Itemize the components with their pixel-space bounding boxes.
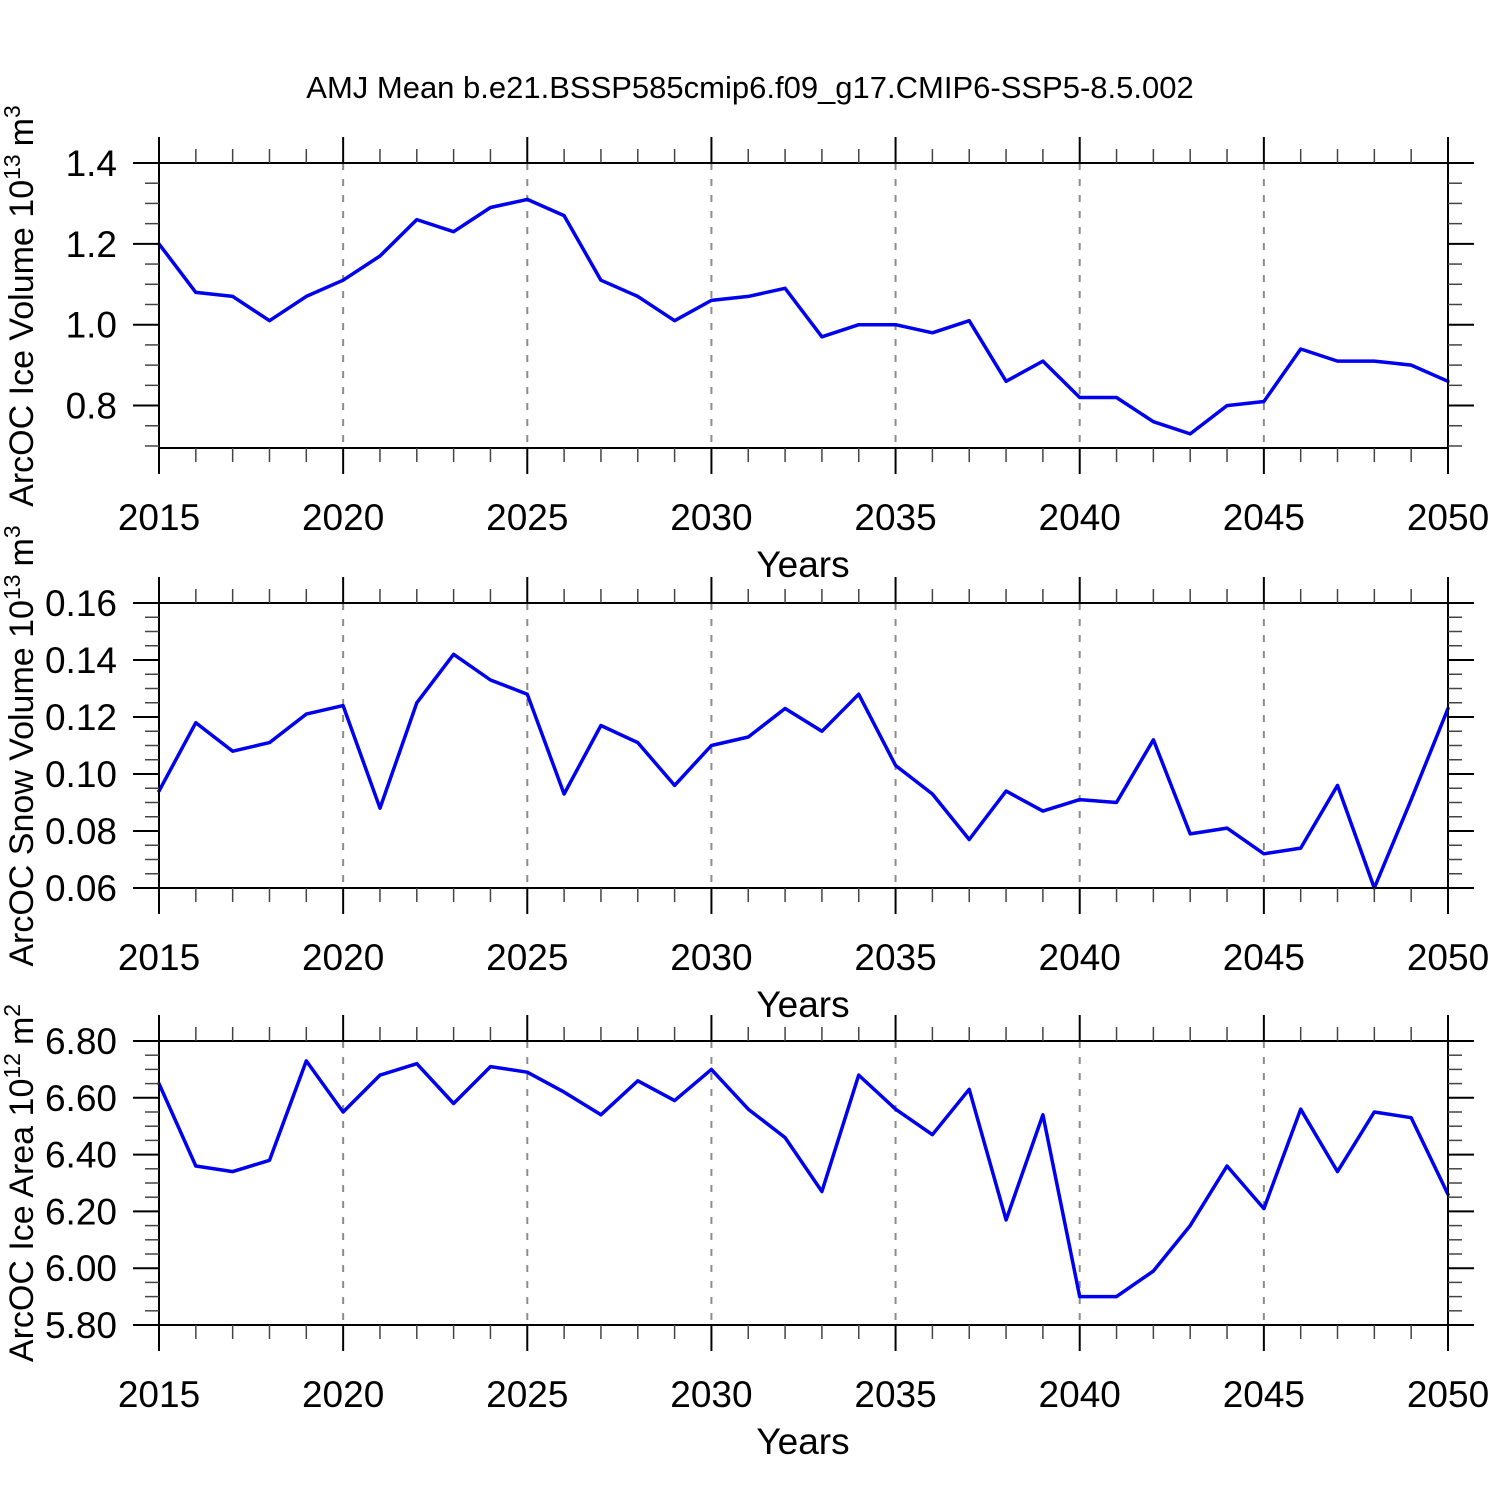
y-tick-label: 0.16: [45, 583, 117, 624]
y-tick-label: 1.2: [66, 224, 117, 265]
y-tick-label: 1.4: [66, 143, 117, 184]
x-tick-label: 2030: [670, 1374, 752, 1415]
x-axis-title: Years: [756, 1421, 849, 1462]
x-tick-label: 2025: [486, 497, 568, 538]
x-tick-label: 2020: [302, 937, 384, 978]
x-tick-label: 2030: [670, 937, 752, 978]
y-tick-label: 6.00: [45, 1248, 117, 1289]
x-tick-label: 2020: [302, 1374, 384, 1415]
y-axis-title: ArcOC Snow Volume 1013m3: [0, 525, 41, 966]
x-tick-label: 2040: [1039, 937, 1121, 978]
x-tick-label: 2020: [302, 497, 384, 538]
y-tick-label: 6.80: [45, 1021, 117, 1062]
y-tick-label: 6.20: [45, 1191, 117, 1232]
x-tick-label: 2050: [1407, 497, 1489, 538]
x-tick-label: 2035: [854, 497, 936, 538]
snow-volume-panel: ArcOC Snow Volume 1013m3 Years 0.06 0.08 0…: [0, 525, 1489, 1025]
y-tick-label: 1.0: [66, 305, 117, 346]
y-tick-label: 5.80: [45, 1305, 117, 1346]
plot-frame: [158, 1040, 1449, 1326]
x-tick-label: 2040: [1039, 497, 1121, 538]
x-axis-title: Years: [756, 984, 849, 1025]
y-tick-label: 0.10: [45, 754, 117, 795]
y-tick-label: 0.06: [45, 868, 117, 909]
x-tick-label: 2015: [118, 497, 200, 538]
ice-area-line: [157, 1059, 1450, 1299]
x-tick-label: 2050: [1407, 937, 1489, 978]
x-tick-label: 2015: [118, 937, 200, 978]
y-axis-title: ArcOC Ice Volume 1013m3: [0, 105, 41, 507]
y-tick-label: 0.12: [45, 697, 117, 738]
x-tick-label: 2045: [1223, 497, 1305, 538]
y-tick-label: 6.40: [45, 1135, 117, 1176]
plot-frame: [158, 162, 1449, 449]
x-tick-label: 2050: [1407, 1374, 1489, 1415]
x-tick-label: 2035: [854, 1374, 936, 1415]
snow-volume-line: [157, 652, 1450, 890]
x-axis-title: Years: [756, 544, 849, 585]
x-tick-label: 2035: [854, 937, 936, 978]
x-tick-label: 2045: [1223, 1374, 1305, 1415]
chart-title: AMJ Mean b.e21.BSSP585cmip6.f09_g17.CMIP…: [306, 70, 1194, 105]
x-tick-label: 2025: [486, 937, 568, 978]
y-axis-title: ArcOC Ice Area 1012m2: [0, 1004, 41, 1362]
ice-area-panel: ArcOC Ice Area 1012m2 Years 5.80 6.00 6.20…: [0, 1004, 1489, 1462]
x-tick-label: 2040: [1039, 1374, 1121, 1415]
x-tick-label: 2015: [118, 1374, 200, 1415]
y-tick-label: 0.14: [45, 640, 117, 681]
ice-volume-line: [157, 197, 1450, 436]
ice-volume-panel: ArcOC Ice Volume 1013m3 Years 0.8 1.0 1.2 1…: [0, 105, 1489, 585]
y-tick-label: 0.08: [45, 811, 117, 852]
y-tick-label: 0.8: [66, 386, 117, 427]
y-tick-label: 6.60: [45, 1078, 117, 1119]
x-tick-label: 2030: [670, 497, 752, 538]
x-tick-label: 2025: [486, 1374, 568, 1415]
x-tick-label: 2045: [1223, 937, 1305, 978]
